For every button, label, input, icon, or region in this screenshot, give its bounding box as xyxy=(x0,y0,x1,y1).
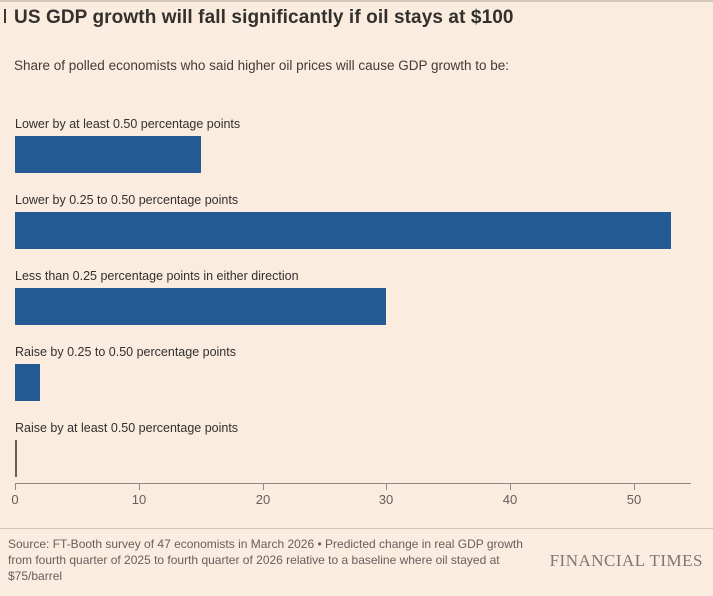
bar-label: Lower by at least 0.50 percentage points xyxy=(15,117,241,131)
chart-title: US GDP growth will fall significantly if… xyxy=(14,7,514,28)
x-axis-line xyxy=(15,483,691,484)
x-axis-tick xyxy=(139,484,140,490)
x-axis-tick-label: 40 xyxy=(502,492,518,507)
ft-logo: FINANCIAL TIMES xyxy=(549,551,703,570)
bar xyxy=(15,364,40,401)
bar-label: Lower by 0.25 to 0.50 percentage points xyxy=(15,193,239,207)
x-axis-tick xyxy=(15,484,16,490)
x-axis-tick-label: 0 xyxy=(11,492,19,507)
text-caret-mark xyxy=(4,9,6,23)
x-axis-tick xyxy=(263,484,264,490)
bar xyxy=(15,136,201,173)
bar-label: Raise by 0.25 to 0.50 percentage points xyxy=(15,345,236,359)
source-note: Source: FT-Booth survey of 47 economists… xyxy=(8,537,523,583)
bar-label: Less than 0.25 percentage points in eith… xyxy=(15,269,299,283)
x-axis-tick-label: 30 xyxy=(378,492,394,507)
bar xyxy=(15,212,671,249)
chart-subtitle: Share of polled economists who said high… xyxy=(14,58,510,73)
x-axis-tick xyxy=(386,484,387,490)
x-axis-tick-label: 50 xyxy=(626,492,642,507)
bar-label: Raise by at least 0.50 percentage points xyxy=(15,421,239,435)
x-axis-tick-label: 10 xyxy=(131,492,147,507)
x-axis-tick xyxy=(510,484,511,490)
bar-chart: Lower by at least 0.50 percentage points… xyxy=(11,113,705,513)
bar xyxy=(15,288,386,325)
footer: Source: FT-Booth survey of 47 economists… xyxy=(0,528,713,596)
x-axis-tick xyxy=(634,484,635,490)
x-axis-tick-label: 20 xyxy=(255,492,271,507)
bar xyxy=(15,440,17,477)
